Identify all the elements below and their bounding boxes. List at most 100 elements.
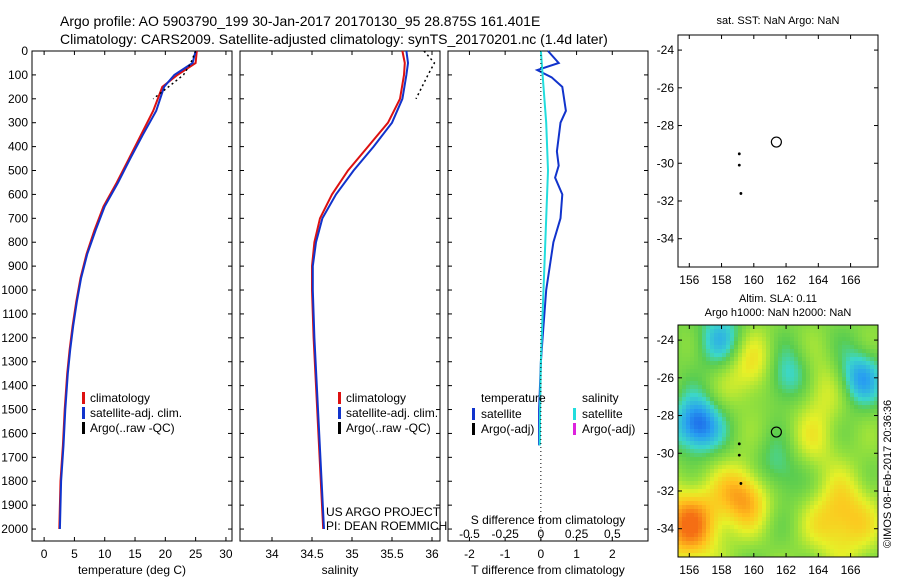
heatmap-cell — [826, 461, 831, 466]
heatmap-cell — [714, 553, 719, 558]
heatmap-cell — [794, 365, 799, 370]
heatmap-cell — [818, 521, 823, 526]
heatmap-cell — [750, 397, 755, 402]
heatmap-cell — [806, 545, 811, 550]
heatmap-cell — [818, 357, 823, 362]
heatmap-cell — [726, 401, 731, 406]
heatmap-cell — [842, 329, 847, 334]
heatmap-cell — [766, 381, 771, 386]
heatmap-cell — [790, 361, 795, 366]
heatmap-cell — [758, 489, 763, 494]
heatmap-cell — [694, 517, 699, 522]
heatmap-cell — [714, 397, 719, 402]
heatmap-cell — [706, 373, 711, 378]
heatmap-cell — [870, 421, 875, 426]
heatmap-cell — [706, 353, 711, 358]
heatmap-cell — [706, 485, 711, 490]
heatmap-cell — [838, 545, 843, 550]
heatmap-cell — [746, 333, 751, 338]
heatmap-cell — [734, 505, 739, 510]
heatmap-cell — [782, 389, 787, 394]
legend-swatch — [82, 392, 85, 404]
heatmap-cell — [758, 429, 763, 434]
heatmap-cell — [854, 417, 859, 422]
heatmap-cell — [838, 425, 843, 430]
heatmap-cell — [746, 509, 751, 514]
heatmap-cell — [842, 489, 847, 494]
heatmap-cell — [838, 393, 843, 398]
heatmap-cell — [786, 505, 791, 510]
heatmap-cell — [734, 549, 739, 554]
heatmap-cell — [758, 401, 763, 406]
heatmap-cell — [814, 421, 819, 426]
heatmap-cell — [758, 417, 763, 422]
heatmap-cell — [810, 513, 815, 518]
heatmap-cell — [782, 545, 787, 550]
heatmap-cell — [750, 501, 755, 506]
heatmap-cell — [842, 425, 847, 430]
heatmap-cell — [778, 533, 783, 538]
heatmap-cell — [834, 401, 839, 406]
heatmap-cell — [846, 353, 851, 358]
heatmap-cell — [854, 529, 859, 534]
heatmap-cell — [802, 473, 807, 478]
heatmap-cell — [858, 389, 863, 394]
heatmap-cell — [830, 389, 835, 394]
heatmap-cell — [830, 477, 835, 482]
heatmap-cell — [746, 405, 751, 410]
heatmap-cell — [806, 529, 811, 534]
heatmap-cell — [750, 381, 755, 386]
heatmap-cell — [858, 517, 863, 522]
heatmap-cell — [778, 421, 783, 426]
heatmap-cell — [690, 341, 695, 346]
heatmap-cell — [682, 465, 687, 470]
heatmap-cell — [686, 357, 691, 362]
heatmap-cell — [718, 513, 723, 518]
heatmap-cell — [858, 377, 863, 382]
heatmap-cell — [678, 333, 683, 338]
heatmap-cell — [754, 397, 759, 402]
heatmap-cell — [730, 357, 735, 362]
heatmap-cell — [798, 389, 803, 394]
heatmap-cell — [742, 365, 747, 370]
heatmap-cell — [738, 385, 743, 390]
heatmap-cell — [702, 521, 707, 526]
heatmap-cell — [846, 325, 851, 330]
heatmap-cell — [822, 353, 827, 358]
heatmap-cell — [854, 457, 859, 462]
heatmap-cell — [730, 345, 735, 350]
heatmap-cell — [790, 453, 795, 458]
heatmap-cell — [730, 505, 735, 510]
heatmap-cell — [794, 513, 799, 518]
heatmap-cell — [850, 501, 855, 506]
heatmap-cell — [810, 493, 815, 498]
heatmap-cell — [690, 333, 695, 338]
heatmap-cell — [774, 477, 779, 482]
heatmap-cell — [742, 405, 747, 410]
heatmap-cell — [770, 361, 775, 366]
heatmap-cell — [866, 489, 871, 494]
heatmap-cell — [698, 397, 703, 402]
heatmap-cell — [758, 505, 763, 510]
heatmap-cell — [770, 329, 775, 334]
heatmap-cell — [854, 469, 859, 474]
heatmap-cell — [702, 433, 707, 438]
heatmap-cell — [710, 329, 715, 334]
heatmap-cell — [714, 505, 719, 510]
x-tick-label: -2 — [464, 547, 475, 561]
heatmap-cell — [806, 417, 811, 422]
heatmap-cell — [702, 429, 707, 434]
sla-map-title-2: Argo h1000: NaN h2000: NaN — [705, 307, 852, 319]
heatmap-cell — [874, 509, 879, 514]
heatmap-cell — [686, 365, 691, 370]
heatmap-cell — [686, 429, 691, 434]
heatmap-cell — [738, 325, 743, 330]
heatmap-cell — [726, 537, 731, 542]
heatmap-cell — [746, 429, 751, 434]
heatmap-cell — [814, 517, 819, 522]
heatmap-cell — [698, 421, 703, 426]
heatmap-cell — [702, 369, 707, 374]
heatmap-cell — [722, 397, 727, 402]
heatmap-cell — [682, 533, 687, 538]
heatmap-cell — [802, 401, 807, 406]
